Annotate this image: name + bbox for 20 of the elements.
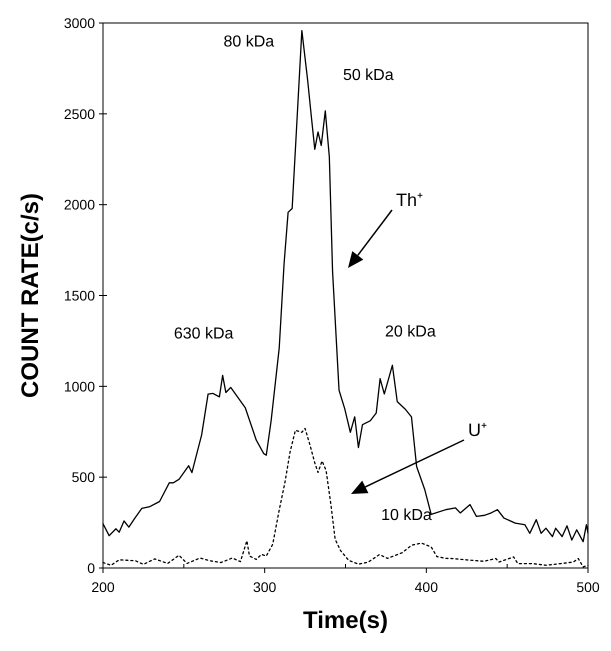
x-axis-title: Time(s): [303, 607, 388, 634]
annotation: U⁺: [468, 420, 487, 440]
y-tick-label: 3000: [64, 15, 96, 31]
y-axis-title: COUNT RATE(c/s): [17, 193, 44, 398]
y-tick-label: 2000: [64, 196, 96, 213]
y-tick-label: 2500: [64, 106, 96, 122]
x-tick-label: 500: [576, 579, 600, 595]
annotation: 50 kDa: [342, 66, 394, 84]
annotation: 80 kDa: [224, 34, 274, 51]
x-tick-label: 300: [252, 579, 277, 595]
annotation: 20 kDa: [385, 323, 436, 340]
y-tick-label: 0: [87, 560, 96, 576]
annotation: 630 kDa: [174, 325, 234, 342]
y-tick-label: 1000: [64, 378, 96, 394]
y-tick-label: 500: [72, 469, 96, 486]
annotation: Th⁺: [396, 190, 424, 210]
x-tick-label: 200: [91, 579, 115, 595]
annotation: 10 kDa: [381, 507, 432, 524]
x-tick-label: 400: [414, 579, 438, 595]
y-tick-label: 1500: [64, 288, 96, 304]
